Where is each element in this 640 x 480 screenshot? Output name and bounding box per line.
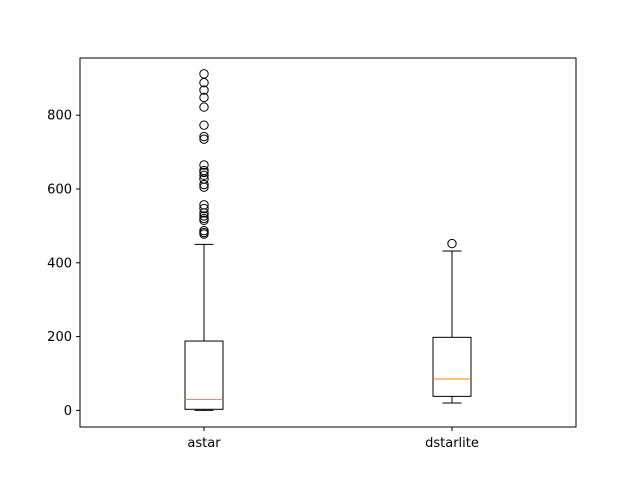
- outlier-point: [199, 211, 209, 221]
- y-tick-label: 600: [47, 182, 72, 197]
- x-axis: astar dstarlite: [187, 427, 479, 451]
- iqr-box: [184, 340, 224, 410]
- box-group-dstarlite: [432, 238, 472, 404]
- outlier-point: [199, 225, 209, 236]
- outlier-point: [199, 92, 209, 103]
- outlier-point: [447, 238, 457, 249]
- y-axis: 0 200 400 600 800: [47, 109, 80, 419]
- x-tick-label: astar: [187, 436, 221, 451]
- outlier-point: [199, 203, 209, 214]
- outlier-point: [199, 102, 209, 112]
- boxes: [184, 69, 472, 411]
- outlier-point: [199, 131, 209, 142]
- y-tick-label: 800: [47, 109, 72, 124]
- y-tick-label: 400: [47, 256, 72, 271]
- outlier-point: [199, 213, 209, 224]
- outlier-point: [199, 134, 209, 144]
- plot-area: [79, 57, 577, 428]
- outlier-point: [199, 165, 209, 176]
- x-tick-label: dstarlite: [425, 436, 479, 451]
- outlier-point: [199, 160, 209, 170]
- y-tick-label: 200: [47, 330, 72, 345]
- box-group-astar: [184, 69, 224, 411]
- outlier-point: [199, 85, 209, 95]
- y-tick-label: 0: [64, 404, 72, 419]
- outlier-point: [199, 170, 209, 181]
- outlier-point: [199, 120, 209, 130]
- outlier-point: [199, 200, 209, 210]
- outlier-point: [199, 69, 209, 79]
- iqr-box: [432, 336, 472, 397]
- outlier-point: [199, 179, 209, 190]
